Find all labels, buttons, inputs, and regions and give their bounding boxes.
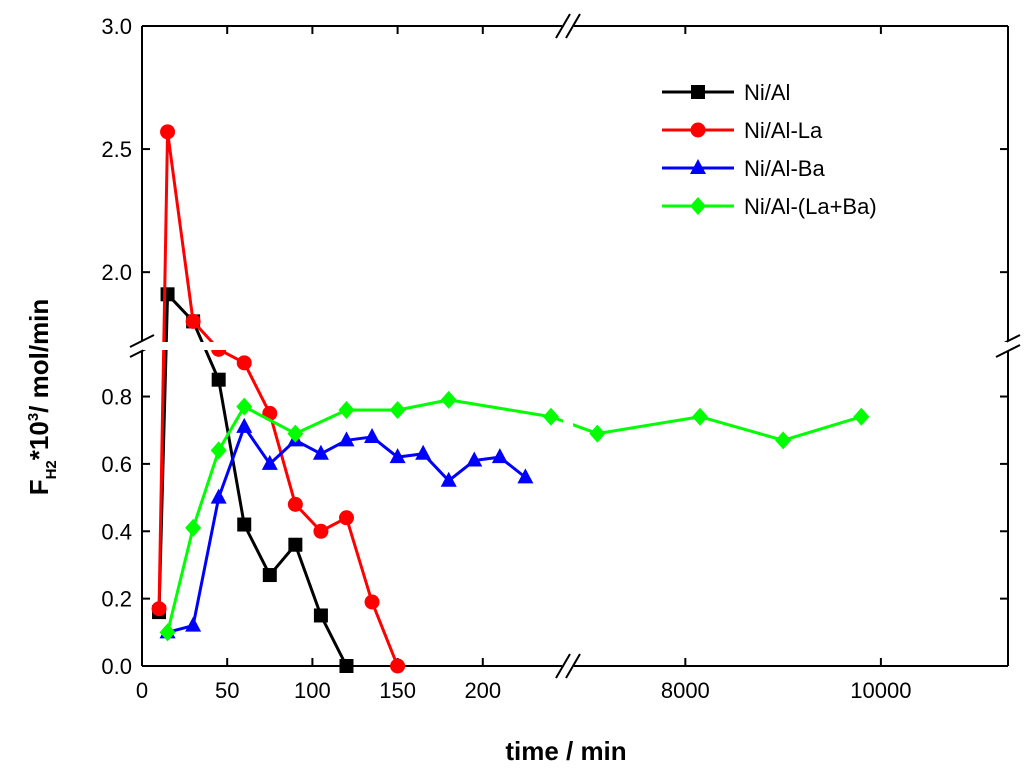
legend-marker	[690, 159, 706, 174]
data-point	[210, 441, 227, 460]
data-point	[364, 594, 380, 610]
data-point	[389, 401, 406, 419]
data-point	[338, 431, 355, 447]
data-point	[440, 390, 457, 409]
data-point	[236, 417, 253, 433]
x-break-mark	[565, 653, 581, 679]
legend-item: Ni/Al-La	[662, 118, 823, 143]
legend-marker	[691, 85, 705, 99]
legend-item: Ni/Al-Ba	[662, 156, 825, 181]
data-point	[262, 568, 277, 583]
data-point	[589, 424, 606, 443]
data-point	[389, 448, 406, 464]
x-break-mark	[555, 653, 571, 679]
legend-label: Ni/Al	[744, 80, 790, 105]
data-point	[287, 496, 303, 512]
data-point	[338, 401, 355, 419]
y-break-mark	[995, 344, 1021, 358]
y-axis: 0.0 0.2 0.4 0.6 0.8 2.0 2.5 3.0	[101, 14, 1008, 679]
legend: Ni/Al Ni/Al-La Ni/Al-Ba Ni/Al-(La+Ba)	[662, 80, 877, 219]
data-point	[517, 468, 534, 484]
legend-item: Ni/Al-(La+Ba)	[662, 194, 877, 219]
data-point	[853, 407, 870, 426]
data-point	[160, 287, 175, 302]
data-point	[390, 658, 406, 674]
data-point	[236, 355, 252, 371]
x-break-mark	[555, 13, 571, 39]
data-point	[211, 372, 226, 387]
y-axis-title-tail: / mol/min	[24, 299, 54, 413]
legend-marker	[690, 122, 706, 138]
series-layer	[143, 40, 1007, 674]
y-tick-label: 0.0	[101, 654, 132, 679]
y-tick-label: 0.4	[101, 519, 132, 544]
series-group	[151, 124, 406, 674]
y-break-gap	[143, 342, 1007, 350]
data-point	[466, 451, 483, 467]
data-point	[692, 407, 708, 426]
x-tick-label: 10000	[850, 678, 911, 703]
data-point	[185, 518, 202, 537]
series-group	[159, 390, 870, 642]
data-point	[159, 623, 176, 642]
y-axis-title-main: F	[24, 479, 54, 495]
data-point	[364, 427, 381, 443]
data-point	[312, 444, 329, 460]
x-tick-label: 150	[379, 678, 416, 703]
x-axis: 0 50 100 150 200 8000 10000	[136, 26, 911, 703]
y-tick-label: 0.8	[101, 385, 132, 410]
y-axis-title: FH2*103/ mol/min	[24, 299, 60, 496]
data-point	[313, 608, 328, 623]
y-tick-label: 0.6	[101, 452, 132, 477]
data-point	[339, 659, 354, 673]
legend-label: Ni/Al-Ba	[744, 156, 825, 181]
data-point	[288, 537, 303, 552]
y-axis-title-superscript: 3	[25, 413, 42, 421]
y-tick-label: 3.0	[101, 14, 132, 39]
y-tick-label: 2.5	[101, 137, 132, 162]
x-tick-label: 200	[464, 678, 501, 703]
data-point	[775, 431, 792, 450]
data-point	[287, 424, 304, 443]
x-tick-label: 50	[215, 678, 239, 703]
x-tick-label: 8000	[661, 678, 710, 703]
y-axis-title-subscript: H2	[43, 460, 60, 479]
data-point	[237, 517, 252, 532]
legend-marker	[690, 197, 706, 215]
legend-label: Ni/Al-(La+Ba)	[744, 194, 877, 219]
data-point	[491, 448, 508, 464]
x-break-mark	[565, 13, 581, 39]
data-point	[160, 124, 176, 140]
series-group	[159, 417, 534, 639]
break-gap-mask	[143, 40, 1007, 652]
x-tick-label: 100	[294, 678, 331, 703]
data-point	[151, 601, 167, 617]
y-axis-title-mid: *10	[24, 421, 54, 460]
y-tick-label: 0.2	[101, 587, 132, 612]
series-line	[157, 130, 399, 667]
legend-label: Ni/Al-La	[744, 118, 823, 143]
y-break-mark	[129, 334, 155, 348]
data-point	[261, 454, 278, 470]
data-point	[440, 471, 457, 487]
data-point	[313, 523, 329, 539]
x-tick-label: 0	[136, 678, 148, 703]
data-point	[542, 407, 559, 426]
data-point	[210, 488, 227, 504]
series-line	[166, 398, 862, 633]
legend-item: Ni/Al	[662, 80, 790, 105]
y-tick-label: 2.0	[101, 260, 132, 285]
data-point	[236, 397, 253, 416]
data-point	[185, 616, 202, 632]
data-point	[415, 444, 432, 460]
data-point	[338, 510, 354, 526]
x-axis-title: time / min	[505, 736, 626, 766]
data-point	[185, 313, 201, 329]
